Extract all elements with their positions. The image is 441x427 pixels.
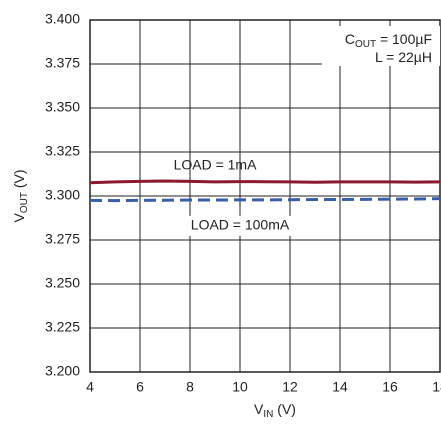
series-label: LOAD = 1mA xyxy=(174,156,258,172)
x-tick-label: 6 xyxy=(136,379,144,395)
y-tick-label: 3.350 xyxy=(45,99,80,115)
y-tick-label: 3.375 xyxy=(45,55,80,71)
y-axis-label-main: V xyxy=(11,213,27,223)
annotation: COUT = 100µF xyxy=(345,31,432,50)
annotation: L = 22µH xyxy=(375,49,432,65)
x-tick-label: 16 xyxy=(382,379,398,395)
y-tick-label: 3.325 xyxy=(45,143,80,159)
x-tick-label: 10 xyxy=(232,379,248,395)
x-tick-label: 18 xyxy=(432,379,441,395)
annotation-main: L = 22µH xyxy=(375,49,432,65)
x-axis-label-sub: IN xyxy=(263,409,273,420)
series-line xyxy=(89,197,441,203)
x-axis-label-main: V xyxy=(254,401,264,417)
y-axis-label: VOUT (V) xyxy=(11,169,30,222)
x-axis-label: VIN (V) xyxy=(254,401,296,420)
y-tick-label: 3.400 xyxy=(45,11,80,27)
x-tick-label: 8 xyxy=(186,379,194,395)
plot-frame xyxy=(89,19,441,373)
y-tick-label: 3.200 xyxy=(45,363,80,379)
annotation-main: C xyxy=(345,31,355,47)
series-label: LOAD = 100mA xyxy=(191,217,290,233)
x-tick-label: 12 xyxy=(282,379,298,395)
y-axis-label-rest: (V) xyxy=(11,169,27,192)
series-label-bg xyxy=(178,215,302,236)
y-tick-label: 3.275 xyxy=(45,231,80,247)
y-tick-label: 3.225 xyxy=(45,319,80,335)
y-axis-label-sub: OUT xyxy=(19,192,30,213)
series-line xyxy=(89,179,441,185)
annotation-rest: = 100µF xyxy=(376,31,432,47)
x-tick-label: 14 xyxy=(332,379,348,395)
y-tick-label: 3.300 xyxy=(45,187,80,203)
y-tick-label: 3.250 xyxy=(45,275,80,291)
annotation-box xyxy=(322,26,440,66)
x-axis-label-rest: (V) xyxy=(273,401,296,417)
annotation-sub: OUT xyxy=(355,39,376,50)
x-tick-label: 4 xyxy=(86,379,94,395)
